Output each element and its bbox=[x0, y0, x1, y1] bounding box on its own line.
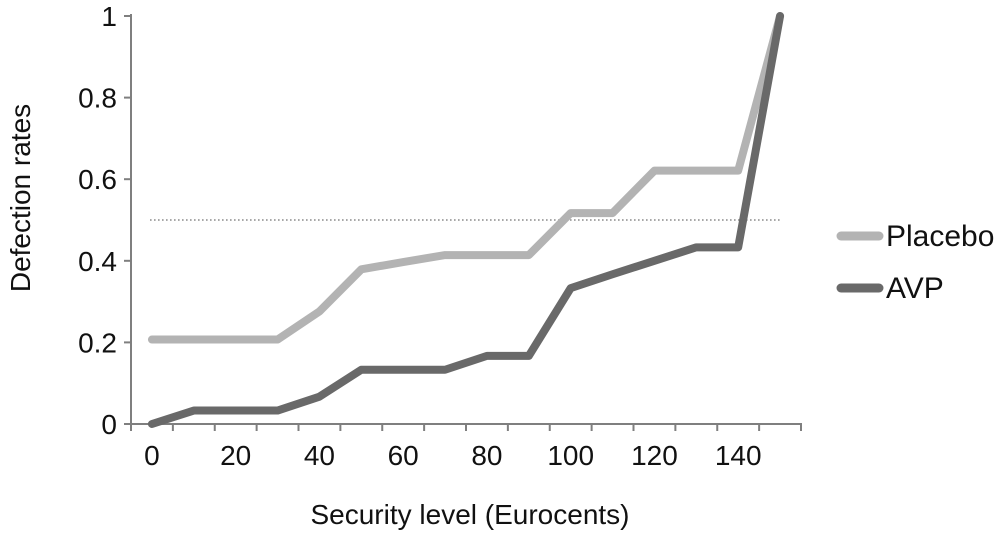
y-axis-title: Defection rates bbox=[5, 104, 36, 292]
x-tick-label: 120 bbox=[631, 440, 678, 471]
x-tick-label: 140 bbox=[715, 440, 762, 471]
x-tick-label: 20 bbox=[220, 440, 251, 471]
y-tick-label: 0.6 bbox=[78, 164, 117, 195]
x-tick-label: 0 bbox=[144, 440, 160, 471]
x-tick-label: 80 bbox=[471, 440, 502, 471]
y-tick-label: 0.2 bbox=[78, 327, 117, 358]
legend-label-placebo: Placebo bbox=[886, 220, 994, 253]
x-tick-label: 40 bbox=[304, 440, 335, 471]
y-tick-label: 0.4 bbox=[78, 246, 117, 277]
legend: Placebo AVP bbox=[836, 220, 994, 305]
series-line-placebo bbox=[147, 12, 785, 344]
x-tick-label: 60 bbox=[388, 440, 419, 471]
series-line-avp bbox=[147, 12, 785, 428]
y-tick-label: 0.8 bbox=[78, 83, 117, 114]
x-tick-label: 100 bbox=[547, 440, 594, 471]
legend-label-avp: AVP bbox=[886, 272, 944, 305]
y-tick-label: 1 bbox=[101, 1, 117, 32]
x-axis-title: Security level (Eurocents) bbox=[310, 499, 629, 530]
y-tick-label: 0 bbox=[101, 409, 117, 440]
plot-area: 0 0.2 0.4 0.6 0.8 1 0 20 40 60 80 100 120 140 bbox=[78, 1, 802, 471]
